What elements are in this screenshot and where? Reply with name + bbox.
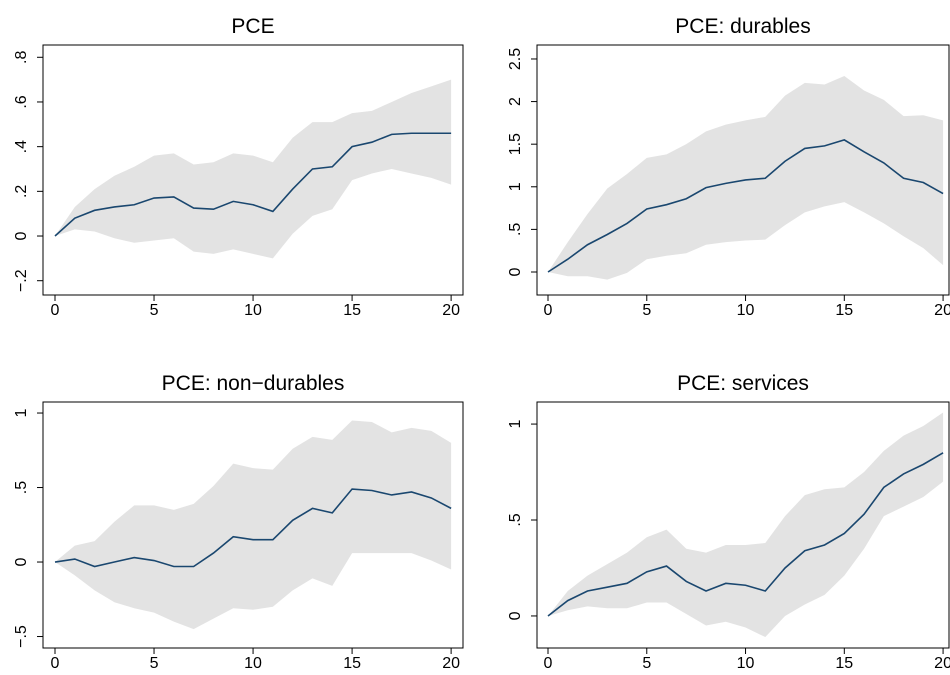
x-tick-label: 20: [934, 655, 950, 672]
y-tick-label: 0: [507, 611, 524, 620]
x-tick-label: 0: [51, 655, 60, 672]
y-tick-label: 1: [507, 420, 524, 429]
response-line: [547, 139, 944, 273]
x-tick-label: 20: [934, 302, 950, 319]
x-tick-label: 0: [51, 302, 60, 319]
y-tick-label: 1: [507, 182, 524, 191]
x-tick-label: 15: [343, 302, 361, 319]
confidence-band: [548, 76, 944, 280]
y-tick-label: .6: [13, 95, 30, 108]
y-tick-label: −.5: [13, 625, 30, 648]
x-tick-label: 10: [244, 655, 262, 672]
panel-title: PCE: durables: [675, 15, 810, 38]
x-tick-label: 0: [544, 655, 553, 672]
x-tick-label: 10: [244, 302, 262, 319]
y-tick-label: 0: [13, 231, 30, 240]
panel-title: PCE: non−durables: [162, 372, 345, 395]
x-tick-label: 15: [835, 302, 853, 319]
y-tick-label: 0: [507, 267, 524, 276]
confidence-band: [55, 420, 452, 630]
x-tick-label: 5: [150, 655, 159, 672]
response-line: [547, 452, 944, 617]
x-tick-label: 0: [544, 302, 553, 319]
y-tick-label: .8: [13, 51, 30, 64]
x-tick-label: 10: [737, 655, 755, 672]
y-tick-label: .5: [13, 481, 30, 494]
response-line: [54, 488, 452, 568]
y-tick-label: 0: [13, 557, 30, 566]
plot-frame: [536, 401, 950, 649]
x-tick-label: 5: [642, 655, 651, 672]
y-tick-label: 2.5: [507, 48, 524, 70]
y-tick-label: 1: [13, 408, 30, 417]
panel-title: PCE: [231, 15, 274, 38]
confidence-band: [55, 79, 452, 259]
x-tick-label: 10: [737, 302, 755, 319]
x-tick-label: 15: [835, 655, 853, 672]
response-line: [54, 132, 452, 237]
x-tick-label: 20: [442, 302, 460, 319]
y-tick-label: 2: [507, 97, 524, 106]
x-tick-label: 5: [150, 302, 159, 319]
x-tick-label: 15: [343, 655, 361, 672]
confidence-band: [548, 412, 944, 638]
y-tick-label: 1.5: [507, 133, 524, 155]
y-tick-label: .2: [13, 185, 30, 198]
plot-frame: [536, 44, 950, 296]
y-tick-label: .4: [13, 140, 30, 153]
y-tick-label: −.2: [13, 269, 30, 292]
y-tick-label: .5: [507, 513, 524, 526]
y-tick-label: .5: [507, 223, 524, 236]
panel-title: PCE: services: [677, 372, 809, 395]
x-tick-label: 5: [642, 302, 651, 319]
x-tick-label: 20: [442, 655, 460, 672]
